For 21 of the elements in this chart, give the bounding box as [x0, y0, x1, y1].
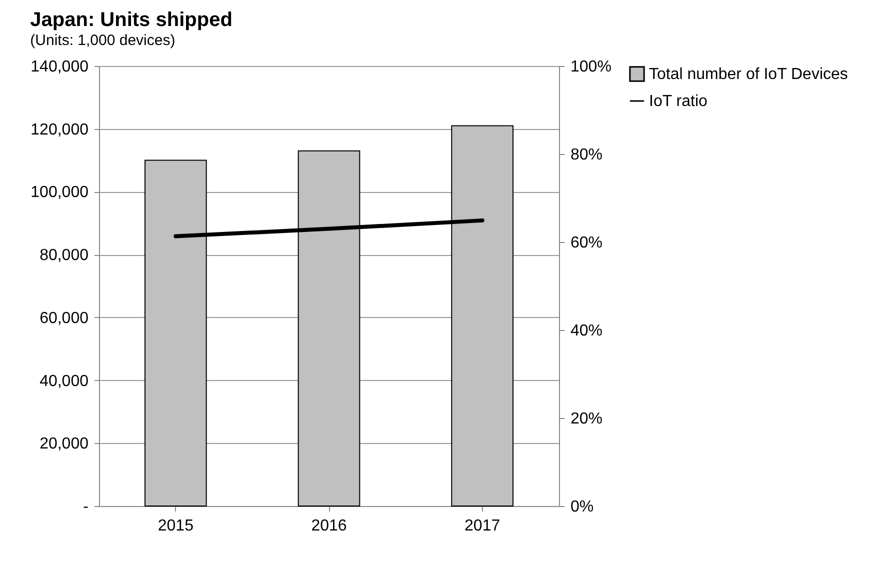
x-tick-label: 2016	[311, 518, 347, 534]
x-tick-label: 2015	[158, 518, 194, 534]
legend-label: IoT ratio	[649, 93, 708, 110]
y-tick-label: 140,000	[30, 58, 89, 76]
y2-tick-label: 100%	[570, 58, 612, 76]
y-tick-label: 80,000	[40, 247, 89, 264]
y2-tick-label: 20%	[570, 410, 603, 428]
chart-title: Japan: Units shipped	[30, 9, 232, 31]
y-tick-label: 120,000	[30, 121, 89, 138]
y-tick-label: 100,000	[30, 184, 89, 202]
y-tick-label: 60,000	[40, 310, 89, 327]
legend-label: Total number of IoT Devices	[649, 66, 848, 83]
y2-tick-label: 80%	[570, 146, 603, 164]
text: (Units: 1,000 devices)	[30, 32, 176, 49]
y-tick-label: 20,000	[40, 436, 89, 453]
x-tick-label: 2017	[464, 518, 500, 534]
y-tick-label: 40,000	[40, 372, 89, 390]
y-tick-label: -	[83, 498, 88, 516]
y2-tick-label: 60%	[570, 234, 603, 252]
y2-tick-label: 40%	[570, 322, 603, 340]
y2-tick-label: 0%	[570, 498, 594, 516]
